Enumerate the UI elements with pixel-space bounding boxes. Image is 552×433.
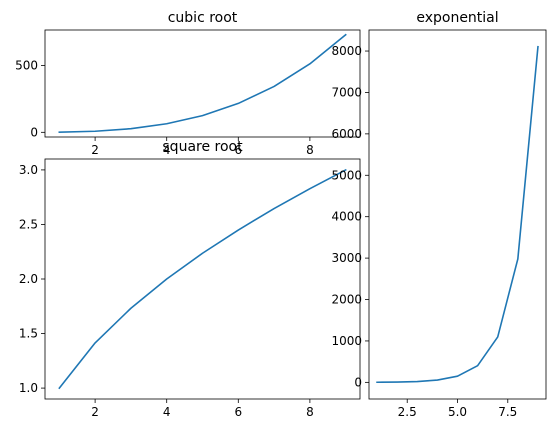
exponential-axes: 2.5 5.0 7.5 0 1000 2000 3000 4000 5000 6000 7000 80… [331,10,547,419]
exponential-ytick-label: 1000 [331,334,362,348]
exponential-series-line [376,45,539,384]
exponential-ytick-label: 5000 [331,168,362,182]
square-root-ytick-label: 3.0 [19,163,38,177]
square-root-axes: 2 4 6 8 1.0 1.5 2.0 2.5 3.0 square root [19,139,361,419]
cubic-root-ytick-label: 500 [15,58,38,72]
square-root-ytick-label: 1.5 [19,327,38,341]
exponential-ytick-label: 0 [354,375,362,389]
square-root-ytick-label: 2.5 [19,217,38,231]
exponential-xtick-label: 7.5 [498,405,517,419]
square-root-frame [44,158,361,400]
exponential-ytick-label: 2000 [331,293,362,307]
square-root-ytick-label: 1.0 [19,381,38,395]
exponential-background [369,30,546,399]
exponential-ytick-label: 3000 [331,251,362,265]
square-root-xtick-label: 4 [163,405,171,419]
cubic-root-xtick-label: 6 [234,143,242,157]
square-root-title: square root [162,139,243,155]
square-root-xtick-label: 8 [306,405,314,419]
cubic-root-xtick-label: 8 [306,143,314,157]
square-root-xtick-label: 6 [234,405,242,419]
cubic-root-ytick-label: 0 [30,125,38,139]
exponential-frame [368,29,547,400]
exponential-title: exponential [416,10,498,26]
exponential-xtick-label: 5.0 [448,405,467,419]
cubic-root-frame [44,29,361,138]
cubic-root-title: cubic root [168,10,238,26]
exponential-ytick-label: 7000 [331,85,362,99]
exponential-ytick-label: 8000 [331,44,362,58]
cubic-root-axes: 2 4 6 8 0 500 cubic root [15,10,361,157]
square-root-xtick-label: 2 [91,405,99,419]
exponential-ytick-label: 4000 [331,210,362,224]
cubic-root-xtick-label: 2 [91,143,99,157]
square-root-series-line [58,168,347,390]
cubic-root-xtick-label: 4 [163,143,171,157]
cubic-root-series-line [58,33,347,134]
exponential-ytick-label: 6000 [331,127,362,141]
exponential-xtick-label: 2.5 [398,405,417,419]
square-root-ytick-label: 2.0 [19,272,38,286]
